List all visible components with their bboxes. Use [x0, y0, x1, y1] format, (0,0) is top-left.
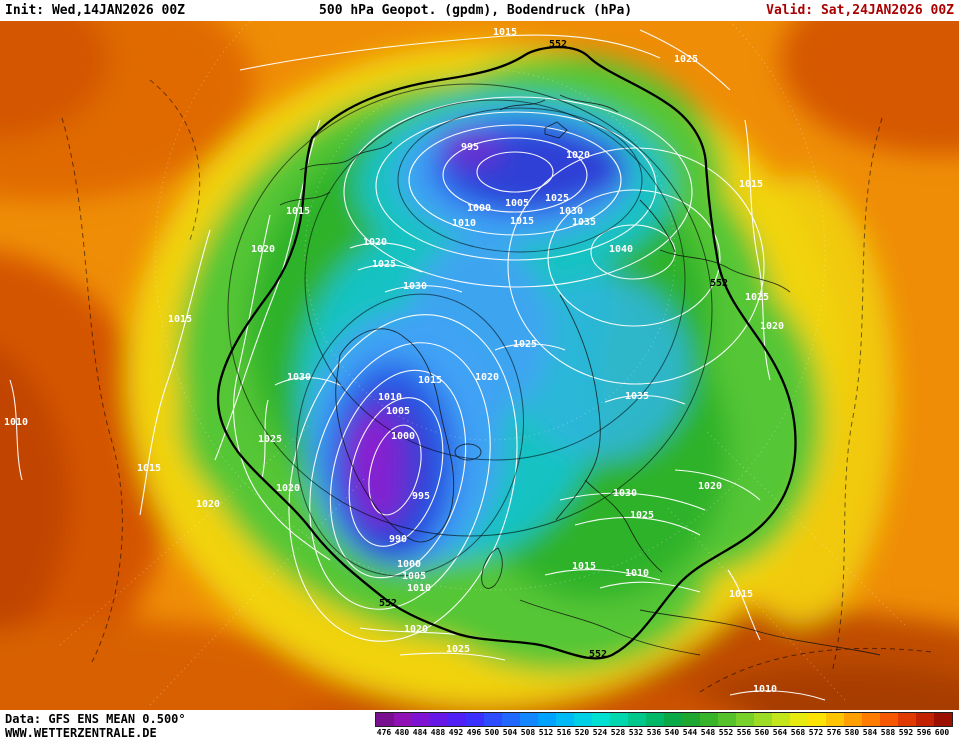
colorbar-tick: 600 — [934, 728, 950, 737]
colorbar-tick: 520 — [574, 728, 590, 737]
colorbar-tick: 492 — [448, 728, 464, 737]
colorbar-cell — [520, 713, 538, 726]
colorbar-cell — [898, 713, 916, 726]
colorbar-cell — [394, 713, 412, 726]
colorbar-tick: 532 — [628, 728, 644, 737]
colorbar-cell — [592, 713, 610, 726]
colorbar-tick: 484 — [412, 728, 428, 737]
colorbar-cells — [375, 712, 953, 727]
colorbar-tick: 516 — [556, 728, 572, 737]
colorbar-tick: 564 — [772, 728, 788, 737]
colorbar-tick: 540 — [664, 728, 680, 737]
colorbar-cell — [754, 713, 772, 726]
data-source-label: Data: GFS ENS MEAN 0.500° — [5, 712, 186, 726]
colorbar-cell — [448, 713, 466, 726]
colorbar-tick: 568 — [790, 728, 806, 737]
colorbar-cell — [880, 713, 898, 726]
colorbar-cell — [862, 713, 880, 726]
colorbar-tick: 556 — [736, 728, 752, 737]
colorbar-cell — [574, 713, 592, 726]
colorbar-cell — [736, 713, 754, 726]
colorbar-cell — [790, 713, 808, 726]
colorbar-tick: 476 — [376, 728, 392, 737]
colorbar-tick: 512 — [538, 728, 554, 737]
colorbar-tick: 584 — [862, 728, 878, 737]
init-datetime: Init: Wed,14JAN2026 00Z — [5, 3, 186, 18]
colorbar-cell — [412, 713, 430, 726]
colorbar-cell — [556, 713, 574, 726]
colorbar-tick: 480 — [394, 728, 410, 737]
colorbar-cell — [718, 713, 736, 726]
colorbar-tick: 588 — [880, 728, 896, 737]
colorbar-cell — [466, 713, 484, 726]
colorbar-cell — [682, 713, 700, 726]
colorbar-cell — [664, 713, 682, 726]
contour-552-boundary — [216, 46, 797, 660]
colorbar-tick: 488 — [430, 728, 446, 737]
colorbar-tick: 524 — [592, 728, 608, 737]
colorbar-tick: 504 — [502, 728, 518, 737]
map-footer: Data: GFS ENS MEAN 0.500° WWW.WETTERZENT… — [0, 710, 959, 741]
colorbar-tick: 544 — [682, 728, 698, 737]
map-title: 500 hPa Geopot. (gpdm), Bodendruck (hPa) — [319, 3, 633, 18]
colorbar-cell — [502, 713, 520, 726]
map-header: Init: Wed,14JAN2026 00Z 500 hPa Geopot. … — [0, 0, 959, 21]
colorbar-tick: 500 — [484, 728, 500, 737]
valid-datetime: Valid: Sat,24JAN2026 00Z — [766, 3, 954, 18]
geopotential-contours — [61, 46, 933, 693]
colorbar-tick: 572 — [808, 728, 824, 737]
colorbar-tick: 592 — [898, 728, 914, 737]
colorbar-tick: 528 — [610, 728, 626, 737]
colorbar-tick: 552 — [718, 728, 734, 737]
colorbar: 476 480 484 488 492 496 500 504 508 512 516 520 524 5… — [375, 712, 953, 737]
colorbar-tick: 576 — [826, 728, 842, 737]
colorbar-cell — [646, 713, 664, 726]
colorbar-cell — [934, 713, 952, 726]
colorbar-tick: 536 — [646, 728, 662, 737]
colorbar-cell — [772, 713, 790, 726]
colorbar-cell — [916, 713, 934, 726]
coastlines — [279, 94, 881, 656]
colorbar-cell — [610, 713, 628, 726]
colorbar-tick: 560 — [754, 728, 770, 737]
colorbar-tick: 508 — [520, 728, 536, 737]
colorbar-cell — [430, 713, 448, 726]
colorbar-tick: 580 — [844, 728, 860, 737]
colorbar-cell — [844, 713, 862, 726]
colorbar-tick: 596 — [916, 728, 932, 737]
colorbar-cell — [826, 713, 844, 726]
colorbar-tick: 496 — [466, 728, 482, 737]
colorbar-cell — [376, 713, 394, 726]
colorbar-cell — [700, 713, 718, 726]
colorbar-ticks: 476 480 484 488 492 496 500 504 508 512 516 520 524 5… — [375, 728, 951, 737]
colorbar-tick: 548 — [700, 728, 716, 737]
website-label: WWW.WETTERZENTRALE.DE — [5, 726, 157, 740]
colorbar-cell — [628, 713, 646, 726]
colorbar-cell — [484, 713, 502, 726]
colorbar-cell — [808, 713, 826, 726]
colorbar-cell — [538, 713, 556, 726]
